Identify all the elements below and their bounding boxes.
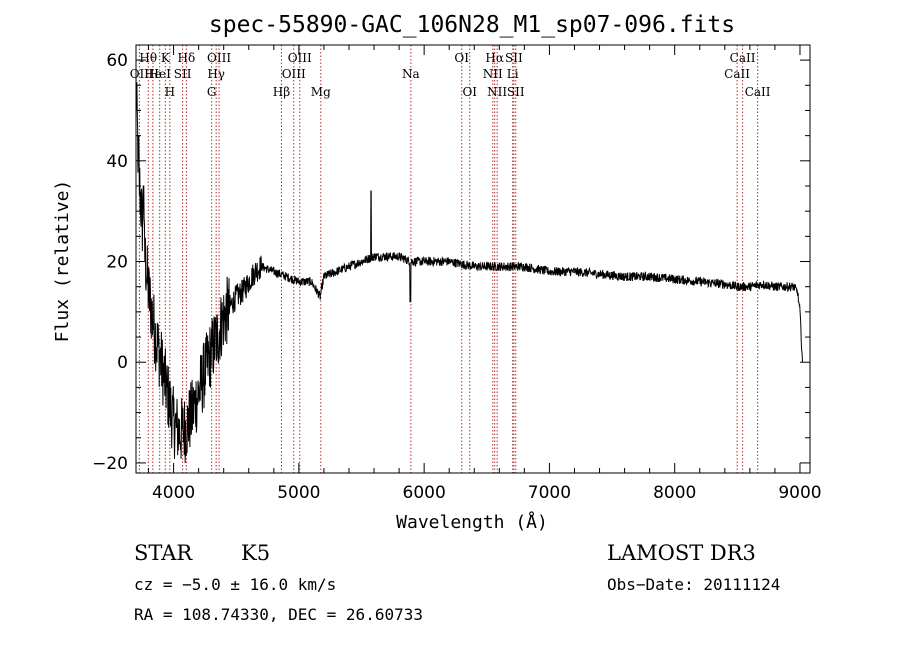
- y-axis-label: Flux (relative): [52, 180, 73, 343]
- line-markers: [138, 45, 759, 473]
- x-tick-label: 5000: [277, 483, 320, 503]
- line-marker-label: OIII: [207, 51, 231, 65]
- line-marker-label: Li: [507, 67, 519, 81]
- line-marker-label: Hα: [485, 51, 504, 65]
- line-marker-label: SII: [507, 85, 525, 99]
- x-tick-label: 8000: [653, 483, 696, 503]
- axis-ticks: [136, 45, 810, 473]
- line-marker-label: SII: [505, 51, 523, 65]
- line-marker-label: Hδ: [178, 51, 196, 65]
- x-tick-labels: 4000 5000 6000 7000 8000 9000: [152, 483, 822, 503]
- y-tick-label: 40: [106, 152, 128, 172]
- line-marker-label: CaII: [745, 85, 771, 99]
- line-marker-label: Na: [402, 67, 420, 81]
- line-marker-label: OII: [130, 67, 150, 81]
- spectrum-line: [135, 74, 803, 464]
- obs-date: Obs−Date: 20111124: [607, 575, 780, 594]
- y-tick-labels: −20 0 20 40 60: [92, 51, 128, 474]
- line-marker-label: CaII: [730, 51, 756, 65]
- ra-dec: RA = 108.74330, DEC = 26.60733: [134, 605, 423, 624]
- line-marker-label: CaII: [724, 67, 750, 81]
- y-tick-label: 60: [106, 51, 128, 71]
- line-marker-label: OIII: [288, 51, 312, 65]
- survey-name: LAMOST DR3: [607, 541, 756, 565]
- x-tick-label: 7000: [528, 483, 571, 503]
- line-marker-label: NII: [487, 85, 507, 99]
- line-marker-label: OIII: [282, 67, 306, 81]
- line-marker-label: H: [165, 85, 175, 99]
- line-marker-label: Hθ: [139, 51, 157, 65]
- y-tick-label: 20: [106, 253, 128, 273]
- object-subclass: K5: [241, 541, 270, 565]
- line-marker-label: HeI: [149, 67, 172, 81]
- line-marker-label: Mg: [311, 85, 331, 99]
- chart-title: spec-55890-GAC_106N28_M1_sp07-096.fits: [209, 12, 735, 38]
- x-tick-label: 9000: [778, 483, 821, 503]
- line-marker-label: G: [207, 85, 217, 99]
- redshift-cz: cz = −5.0 ± 16.0 km/s: [134, 575, 336, 594]
- object-class: STAR: [134, 541, 193, 565]
- y-tick-label: −20: [92, 454, 128, 474]
- line-marker-label: OI: [462, 85, 477, 99]
- x-tick-label: 6000: [403, 483, 446, 503]
- plot-frame: [135, 44, 811, 474]
- x-axis-label: Wavelength (Å): [396, 511, 548, 533]
- line-marker-label: OI: [454, 51, 469, 65]
- x-tick-label: 4000: [152, 483, 195, 503]
- line-marker-label: He: [144, 67, 162, 81]
- line-marker-label: K: [161, 51, 171, 65]
- line-marker-label: Hγ: [207, 67, 225, 81]
- line-marker-label: NII: [483, 67, 503, 81]
- line-marker-label: SII: [174, 67, 192, 81]
- line-marker-label: Hβ: [273, 85, 290, 99]
- y-tick-label: 0: [117, 353, 128, 373]
